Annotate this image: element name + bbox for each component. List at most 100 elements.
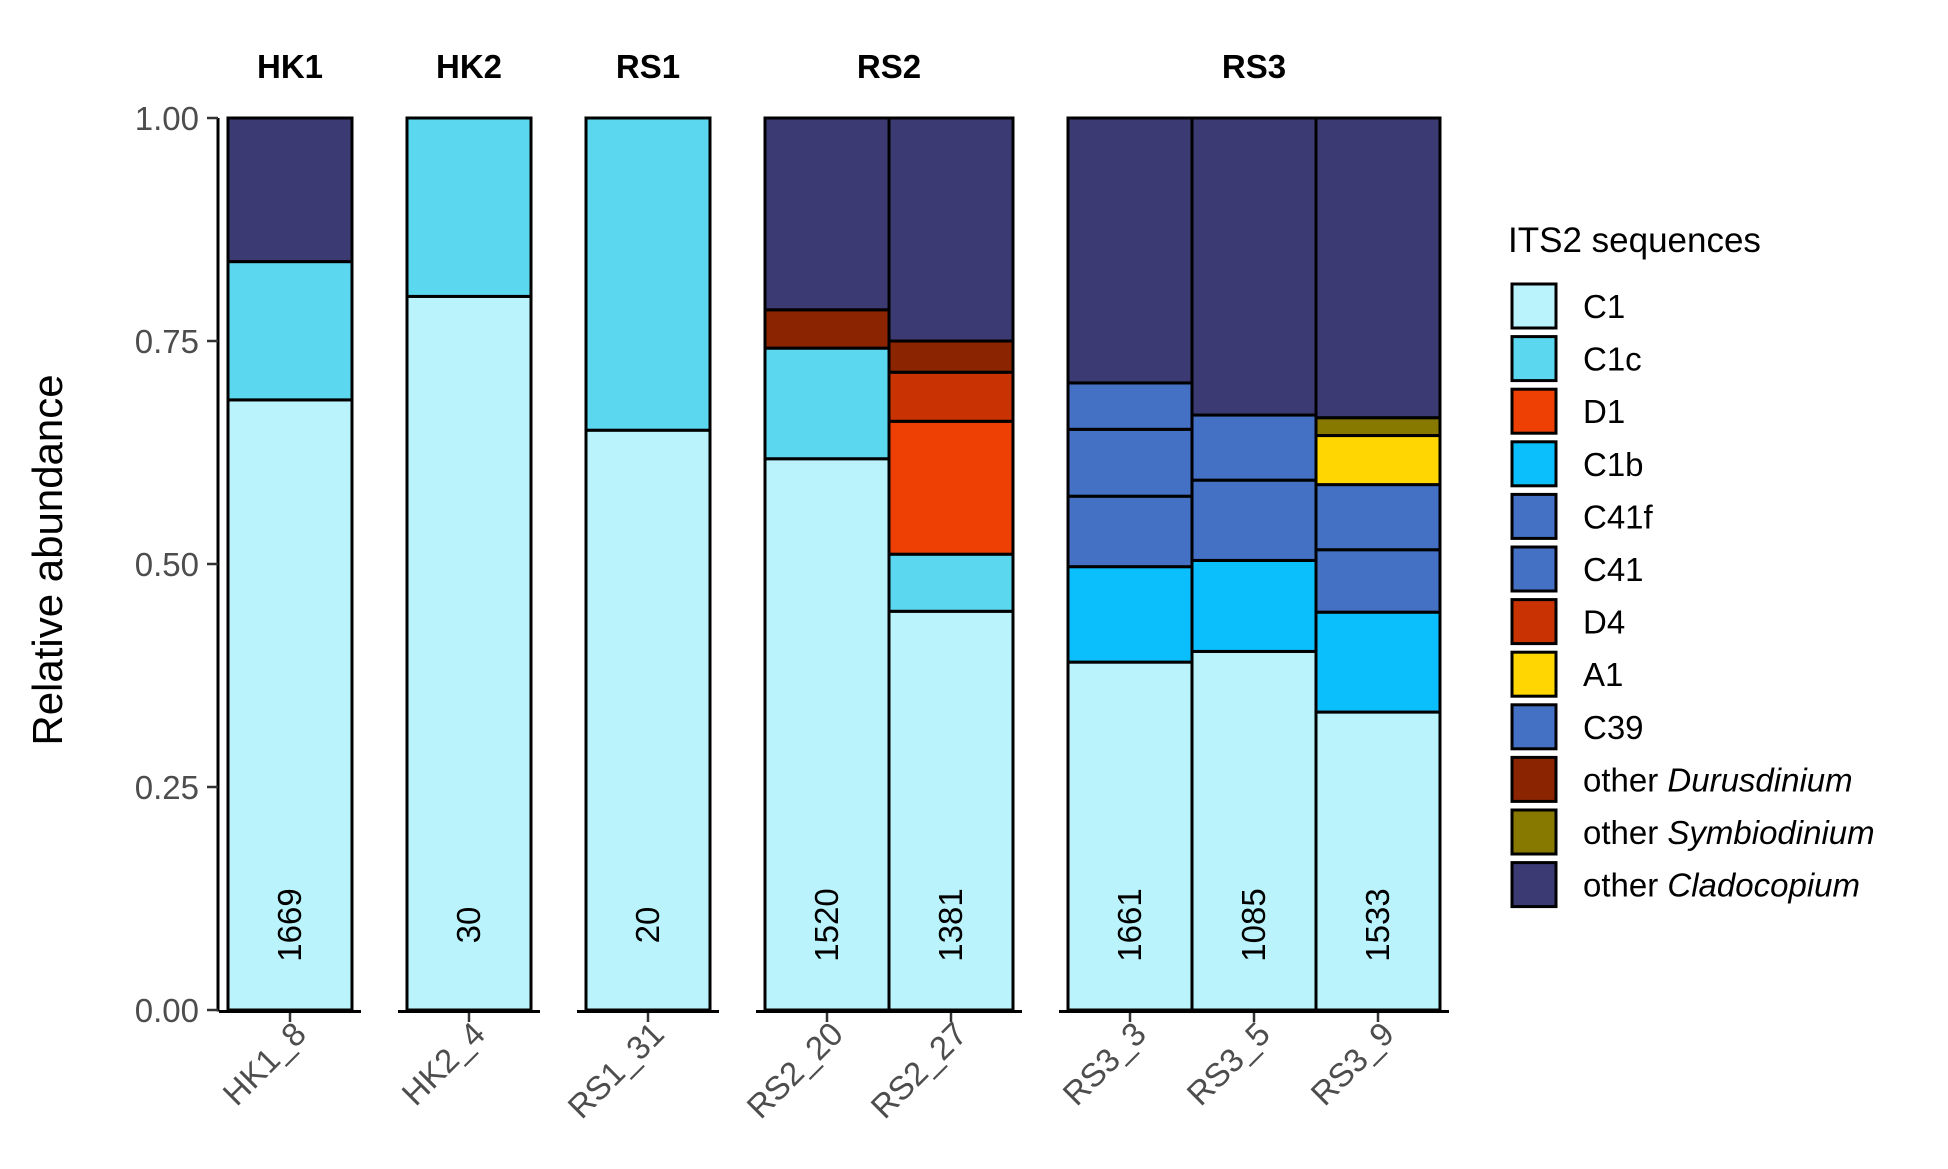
facet-title: RS2 — [857, 48, 921, 85]
legend-label-prefix: other — [1583, 814, 1667, 851]
bar-segment-c41f — [1314, 483, 1442, 552]
legend-swatch — [1510, 703, 1558, 751]
bar-segment-c1 — [584, 428, 712, 1012]
legend-label: D4 — [1583, 604, 1625, 641]
bar-segment-c1c — [405, 116, 533, 298]
facet-title: HK1 — [257, 48, 323, 85]
legend-item-c1b: C1b — [1510, 440, 1644, 488]
legend-label-prefix: D4 — [1583, 604, 1625, 641]
bar-segment-other-cladocopium — [226, 116, 354, 264]
bar-segment-c41f — [1066, 381, 1194, 431]
legend-swatch — [1510, 808, 1558, 856]
legend-swatch — [1510, 492, 1558, 540]
legend-item-other-symbiodinium: other Symbiodinium — [1510, 808, 1875, 856]
bar-segment-c39 — [1066, 494, 1194, 569]
facet-rs2: RS2 1520 RS2_20 1381 RS2_27 — [739, 48, 1022, 1125]
legend-label-prefix: other — [1583, 867, 1667, 904]
y-axis: 0.00 0.25 0.50 0.75 1.00 — [135, 100, 220, 1029]
legend-label: C41f — [1583, 498, 1654, 535]
facet-hk2: HK2 30 HK2_4 — [394, 48, 540, 1112]
y-tick-label: 0.00 — [135, 992, 199, 1029]
legend-item-a1: A1 — [1510, 650, 1623, 698]
legend-label: C1 — [1583, 288, 1625, 325]
facet-title: HK2 — [436, 48, 502, 85]
legend-label-prefix: C41 — [1583, 551, 1644, 588]
bar-segment-c1 — [1190, 649, 1318, 1012]
y-tick-label: 0.75 — [135, 323, 199, 360]
x-tick-label: RS2_20 — [739, 1015, 849, 1125]
bar-segment-other-cladocopium — [1190, 116, 1318, 417]
legend-label: C1b — [1583, 446, 1644, 483]
sample-count-label: 1520 — [808, 888, 845, 961]
x-tick-label: RS3_3 — [1055, 1015, 1153, 1113]
facet-rs1: RS1 20 RS1_31 — [560, 48, 719, 1125]
bar-segment-c1c — [226, 260, 354, 402]
bar-segment-c1b — [1314, 610, 1442, 714]
legend-label-italic: Symbiodinium — [1667, 814, 1874, 851]
legend-label-prefix: other — [1583, 761, 1667, 798]
legend-title: ITS2 sequences — [1508, 221, 1761, 260]
bar-rs2-20: 1520 RS2_20 — [739, 116, 891, 1125]
bar-segment-c1b — [1190, 558, 1318, 653]
legend-label-italic: Durusdinium — [1667, 761, 1852, 798]
bar-segment-other-cladocopium — [763, 116, 891, 312]
bar-segment-c1b — [1066, 565, 1194, 664]
legend-item-c41f: C41f — [1510, 492, 1654, 540]
legend-label: other Cladocopium — [1583, 867, 1860, 904]
legend-swatch — [1510, 755, 1558, 803]
bar-rs3-9: 1533 RS3_9 — [1303, 116, 1442, 1113]
x-tick-label: RS3_9 — [1303, 1015, 1401, 1113]
bar-hk2-4: 30 HK2_4 — [394, 116, 533, 1112]
legend-item-c41: C41 — [1510, 545, 1644, 593]
y-tick-label: 1.00 — [135, 100, 199, 137]
sample-count-label: 30 — [450, 907, 487, 944]
legend-label-prefix: C41f — [1583, 498, 1654, 535]
bar-segment-other-durusdinium — [887, 339, 1015, 374]
sample-count-label: 20 — [629, 907, 666, 944]
bar-segment-other-durusdinium — [763, 308, 891, 350]
bar-segment-other-symbiodinium — [1314, 416, 1442, 438]
legend-label: other Symbiodinium — [1583, 814, 1875, 851]
sample-count-label: 1381 — [932, 888, 969, 961]
legend-label: other Durusdinium — [1583, 761, 1853, 798]
legend-label-prefix: C1b — [1583, 446, 1644, 483]
sample-count-label: 1533 — [1359, 888, 1396, 961]
legend-swatch — [1510, 387, 1558, 435]
y-axis-title: Relative abundance — [24, 374, 71, 745]
bar-segment-c1 — [405, 294, 533, 1012]
bar-segment-c1c — [584, 116, 712, 432]
x-tick-label: RS2_27 — [863, 1015, 973, 1125]
sample-count-label: 1669 — [271, 888, 308, 961]
legend-label: A1 — [1583, 656, 1623, 693]
legend-item-c1: C1 — [1510, 282, 1625, 330]
bar-segment-c1c — [763, 346, 891, 461]
y-tick-label: 0.25 — [135, 769, 199, 806]
legend-label: C41 — [1583, 551, 1644, 588]
y-axis-title-group: Relative abundance — [24, 374, 71, 745]
legend-label-prefix: C39 — [1583, 709, 1644, 746]
bar-segment-d4 — [887, 370, 1015, 423]
bar-segment-c41f — [1190, 413, 1318, 482]
legend-label-italic: Cladocopium — [1667, 867, 1860, 904]
legend-swatch — [1510, 335, 1558, 383]
legend: ITS2 sequences C1 C1c D1 C1b C41f C41 D4 A1 C39 o… — [1508, 221, 1875, 909]
legend-swatch — [1510, 598, 1558, 646]
legend-label: C1c — [1583, 341, 1642, 378]
bar-rs3-3: 1661 RS3_3 — [1055, 116, 1194, 1113]
bar-segment-c41 — [1314, 548, 1442, 614]
bar-segment-other-cladocopium — [1314, 116, 1442, 420]
bar-segment-d1 — [887, 419, 1015, 556]
bar-segment-c41 — [1066, 427, 1194, 498]
legend-label-prefix: C1 — [1583, 288, 1625, 325]
legend-item-c1c: C1c — [1510, 335, 1642, 383]
facet-title: RS1 — [616, 48, 680, 85]
bar-rs2-27: 1381 RS2_27 — [863, 116, 1015, 1125]
bar-segment-other-cladocopium — [1066, 116, 1194, 385]
legend-label-prefix: A1 — [1583, 656, 1623, 693]
legend-swatch — [1510, 545, 1558, 593]
legend-label: C39 — [1583, 709, 1644, 746]
bar-segment-c41 — [1190, 478, 1318, 562]
x-tick-label: HK1_8 — [215, 1015, 313, 1113]
x-tick-label: RS3_5 — [1179, 1015, 1277, 1113]
